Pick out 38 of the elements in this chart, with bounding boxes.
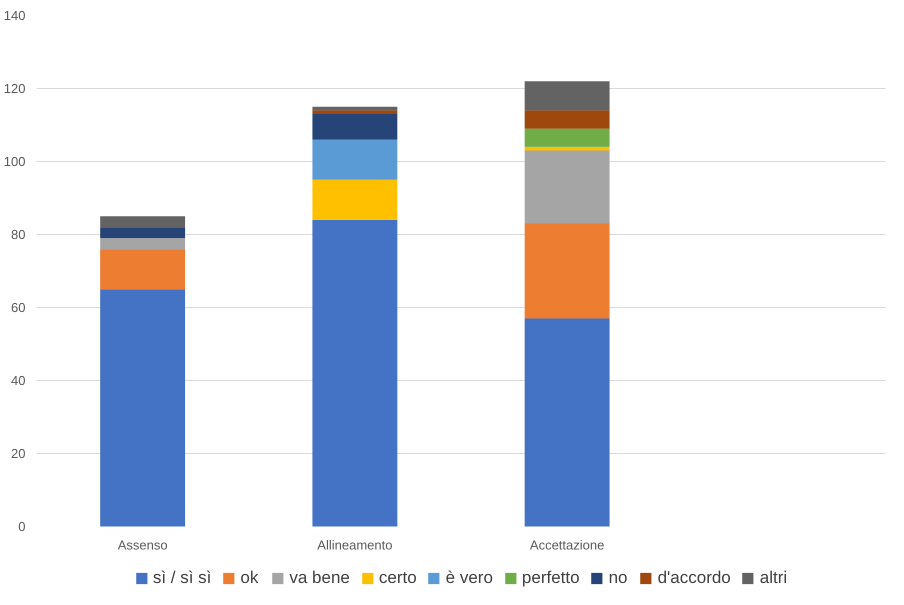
legend-label: perfetto (522, 568, 580, 588)
legend-label: ok (240, 568, 260, 588)
bar (100, 216, 186, 228)
legend-label: è vero (446, 568, 493, 588)
bar (312, 220, 398, 526)
x-tick-label: Accettazione (530, 538, 604, 552)
bar (524, 128, 610, 147)
legend-label: certo (378, 568, 417, 588)
bar (312, 106, 398, 110)
bar (524, 110, 610, 129)
bar (524, 224, 610, 318)
y-tick-label: 40 (11, 373, 26, 388)
bar (100, 289, 186, 526)
y-tick-label: 100 (4, 154, 26, 169)
legend-label: sì / sì sì (152, 568, 212, 588)
y-tick-label: 120 (4, 81, 26, 96)
y-tick-label: 140 (4, 8, 26, 23)
y-tick-label: 60 (11, 300, 26, 315)
bar (524, 150, 610, 224)
y-tick-label: 20 (11, 446, 26, 461)
bar (524, 318, 610, 526)
legend-label: no (608, 568, 628, 588)
legend-label: d'accordo (658, 568, 731, 588)
bar (100, 249, 186, 290)
y-tick-label: 0 (18, 519, 26, 534)
y-tick-label: 80 (11, 227, 26, 242)
bar (524, 146, 610, 151)
bar (524, 81, 610, 110)
legend-label: altri (760, 568, 788, 588)
bar (312, 180, 398, 220)
bar (312, 140, 398, 180)
x-tick-label: Assenso (118, 538, 168, 552)
bar (312, 114, 398, 140)
legend-label: va bene (289, 568, 350, 588)
bar (100, 227, 186, 238)
bar (312, 110, 398, 114)
x-tick-label: Allineamento (317, 538, 392, 552)
bar (100, 238, 186, 250)
